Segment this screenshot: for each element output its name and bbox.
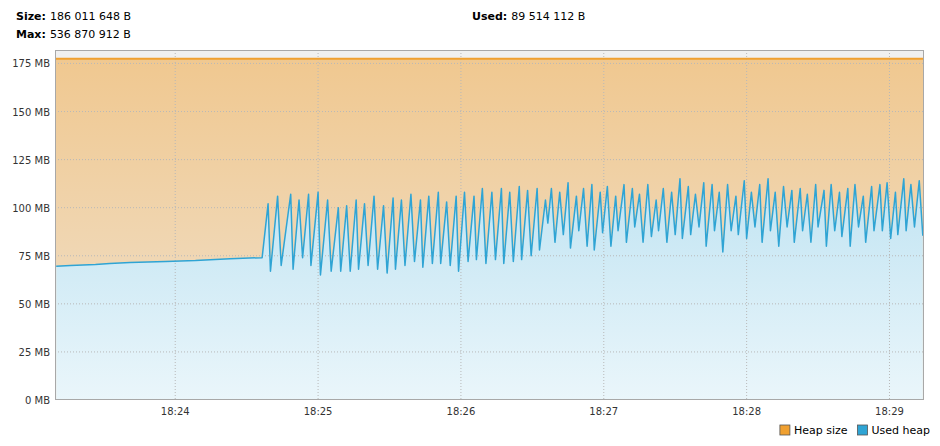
area-base <box>56 179 923 400</box>
plot-background <box>55 50 924 400</box>
stat-value: 536 870 912 B <box>50 28 131 41</box>
grid-line <box>55 159 924 160</box>
legend: Heap size Used heap <box>780 424 930 437</box>
grid-line <box>55 255 924 256</box>
areas <box>55 59 924 400</box>
x-tick-label: 18:29 <box>875 406 904 417</box>
x-tick-label: 18:27 <box>589 406 618 417</box>
chart: Size: 186 011 648 B Max: 536 870 912 B Used:… <box>0 0 940 446</box>
y-tick-label: 175 MB <box>12 58 50 69</box>
stat-value: 186 011 648 B <box>50 10 131 23</box>
grid-line <box>175 50 176 400</box>
plot-area <box>55 50 924 400</box>
y-tick-label: 100 MB <box>12 203 50 214</box>
grid-line <box>460 50 461 400</box>
grid-line <box>55 351 924 352</box>
series-line <box>56 179 923 275</box>
plot-frame <box>56 51 924 400</box>
grid <box>55 50 924 400</box>
y-tick-label: 25 MB <box>19 347 51 358</box>
stat-label: Used: <box>472 10 507 23</box>
y-tick-label: 125 MB <box>12 155 50 166</box>
header-stat: Size: 186 011 648 B <box>16 10 131 23</box>
lines <box>55 59 924 275</box>
legend-label: Heap size <box>794 424 848 437</box>
legend-swatch <box>858 425 868 435</box>
series-line <box>55 58 924 60</box>
stat-value: 89 514 112 B <box>511 10 585 23</box>
y-tick-label: 50 MB <box>19 299 51 310</box>
grid-line <box>55 303 924 304</box>
grid-line <box>55 111 924 112</box>
header-stat: Max: 536 870 912 B <box>16 28 131 41</box>
grid-line <box>55 207 924 208</box>
x-tick-label: 18:28 <box>732 406 761 417</box>
stat-label: Max: <box>16 28 46 41</box>
grid-line <box>55 63 924 64</box>
series-area <box>56 179 923 400</box>
legend-swatch <box>780 425 790 435</box>
y-tick-label: 150 MB <box>12 107 50 118</box>
series-area <box>55 59 924 400</box>
legend-label: Used heap <box>872 424 931 437</box>
y-tick-label: 0 MB <box>25 395 50 406</box>
stat-label: Size: <box>16 10 46 23</box>
x-tick-label: 18:24 <box>161 406 190 417</box>
x-tick-label: 18:25 <box>304 406 333 417</box>
y-tick-label: 75 MB <box>19 251 51 262</box>
header-stat: Used: 89 514 112 B <box>472 10 585 23</box>
x-tick-label: 18:26 <box>447 406 476 417</box>
